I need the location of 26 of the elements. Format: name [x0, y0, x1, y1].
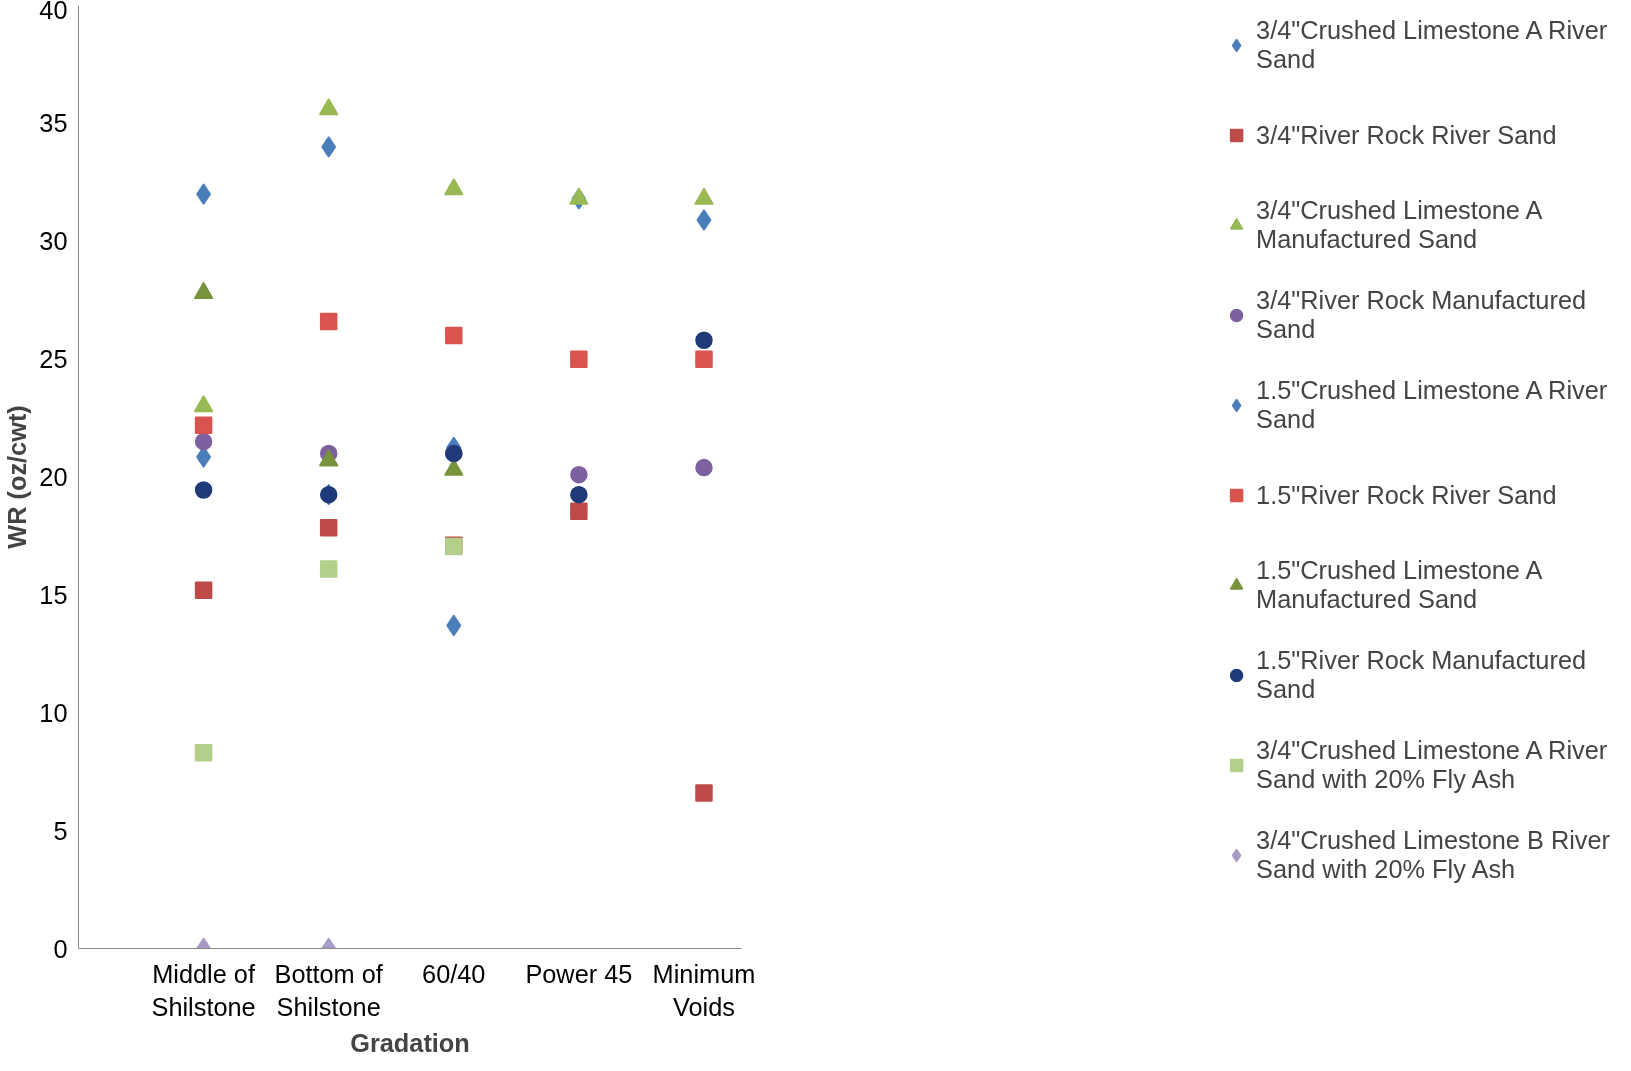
y-axis-title: WR (oz/cwt) [3, 405, 32, 549]
y-tick-label: 40 [39, 0, 68, 24]
x-tick-label: Minimum Voids [652, 959, 756, 1022]
legend-label: 3/4"River Rock River Sand [1256, 119, 1557, 151]
x-axis-title: Gradation [350, 1029, 470, 1058]
legend-label: 1.5"Crushed Limestone A Manufactured Sand [1256, 555, 1543, 615]
x-tick-label: Bottom of Shilstone [274, 959, 384, 1022]
y-tick-label: 15 [39, 580, 68, 609]
legend-label: 3/4"Crushed Limestone B River Sand with 20% Fly Ash [1256, 825, 1610, 885]
y-tick-label: 30 [39, 227, 68, 256]
legend-label: 1.5"River Rock Manufactured Sand [1256, 645, 1587, 705]
legend-label: 1.5"Crushed Limestone A River Sand [1256, 375, 1608, 435]
x-tick-label: Middle of Shilstone [151, 959, 256, 1022]
x-tick-label: Power 45 [525, 959, 633, 988]
legend-label: 1.5"River Rock River Sand [1256, 479, 1557, 511]
y-tick-label: 10 [39, 698, 68, 727]
y-tick-label: 25 [39, 345, 68, 374]
legend-label: 3/4"Crushed Limestone A Manufactured Sand [1256, 195, 1543, 255]
x-tick-label: 60/40 [422, 959, 486, 988]
y-tick-label: 0 [53, 934, 68, 963]
legend-label: 3/4"River Rock Manufactured Sand [1256, 285, 1587, 345]
legend-label: 3/4"Crushed Limestone A River Sand with 20% Fly Ash [1256, 735, 1608, 795]
y-tick-label: 20 [39, 463, 68, 491]
y-tick-label: 35 [39, 109, 68, 138]
legend-label: 3/4"Crushed Limestone A River Sand [1256, 15, 1608, 75]
y-tick-label: 5 [53, 816, 68, 845]
